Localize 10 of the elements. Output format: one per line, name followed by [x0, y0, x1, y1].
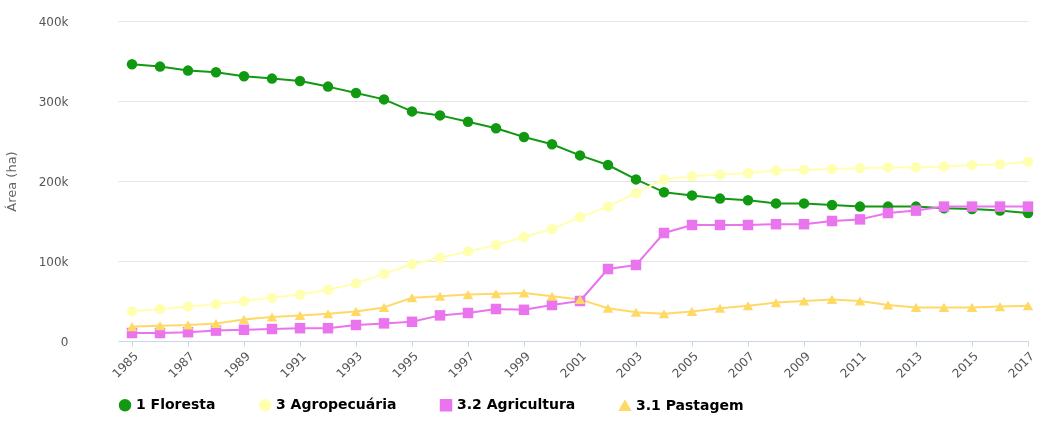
y-tick-label: 300k — [38, 94, 69, 109]
y-tick-label: 400k — [38, 14, 69, 29]
legend-label: 3 Agropecuária — [276, 396, 397, 413]
y-tick-label: 200k — [38, 174, 69, 189]
legend-label: 1 Floresta — [136, 396, 216, 413]
y-tick-label: 100k — [38, 254, 69, 269]
y-axis-title: Área (ha) — [3, 151, 19, 212]
legend-label: 3.1 Pastagem — [636, 396, 744, 413]
legend-label: 3.2 Agricultura — [457, 396, 576, 413]
y-tick-label: 0 — [60, 334, 69, 349]
